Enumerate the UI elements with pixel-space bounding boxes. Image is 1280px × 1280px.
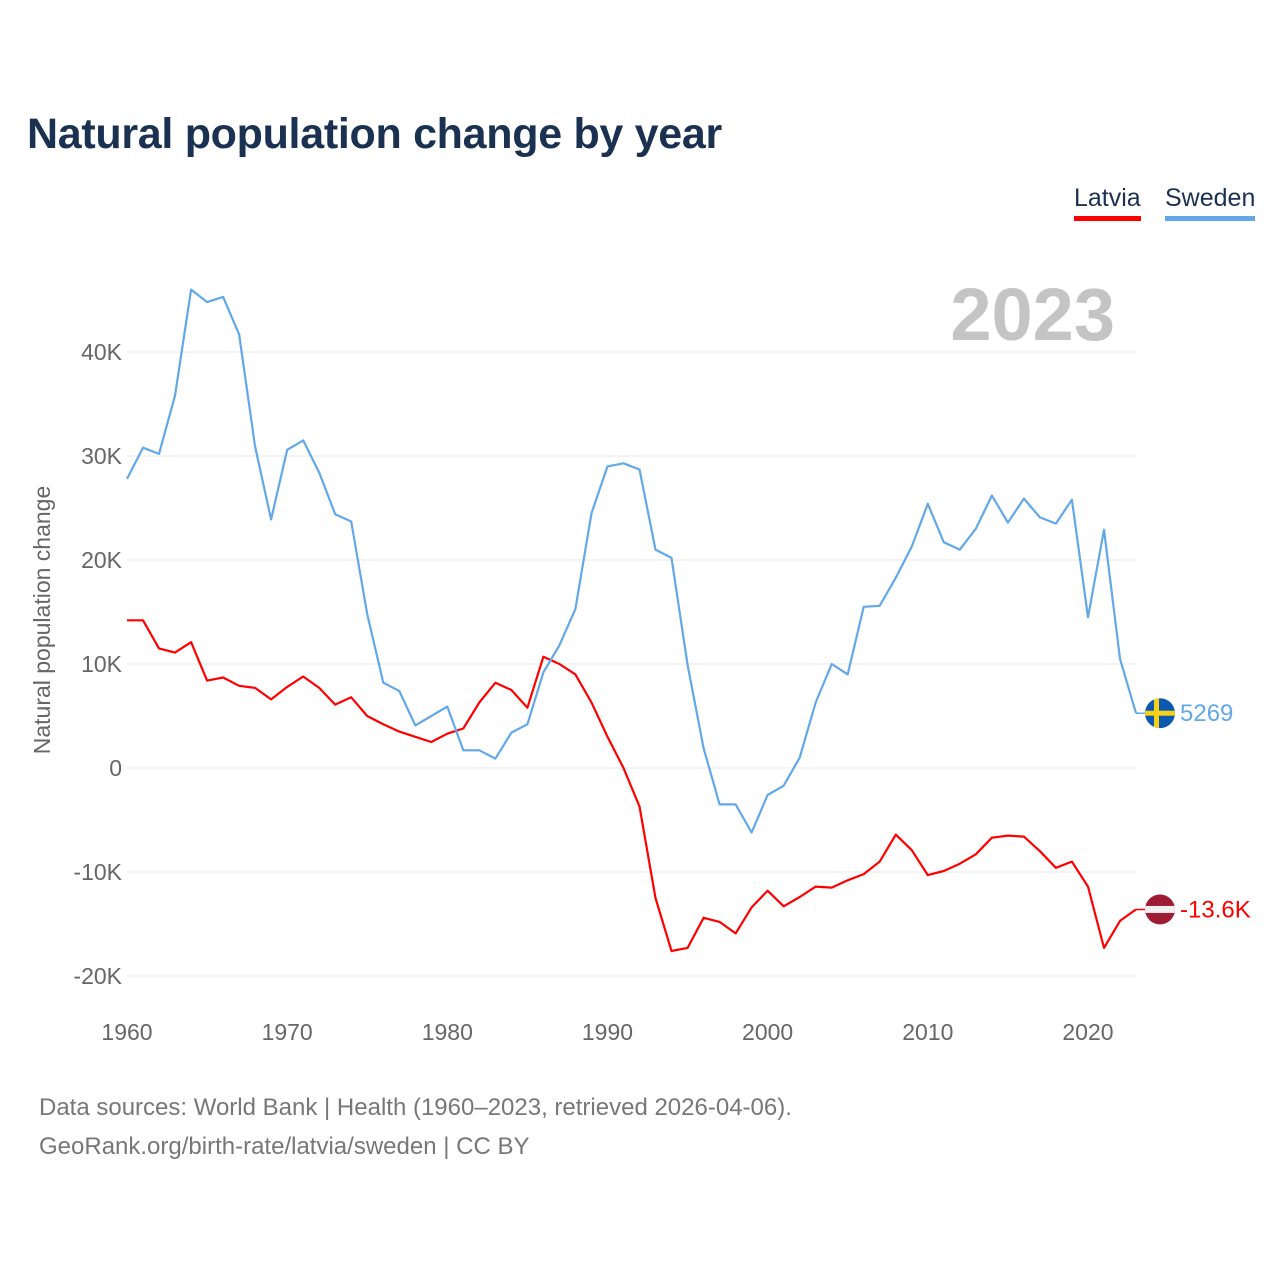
source-line-2[interactable]: GeoRank.org/birth-rate/latvia/sweden | C… xyxy=(39,1133,530,1160)
y-tick-label: 10K xyxy=(81,651,123,677)
flag-body xyxy=(1145,894,1175,925)
x-tick-label: 1980 xyxy=(422,1019,473,1045)
y-tick-label: 30K xyxy=(81,443,123,469)
end-value-label: -13.6K xyxy=(1180,896,1251,923)
y-tick-label: 0 xyxy=(109,755,122,781)
y-tick-label: -10K xyxy=(73,859,122,885)
source-note: Data sources: World Bank | Health (1960–… xyxy=(39,1088,792,1166)
x-tick-label: 2010 xyxy=(902,1019,953,1045)
sweden-flag-icon xyxy=(1145,698,1175,729)
flag-body xyxy=(1145,698,1175,729)
chart-title: Natural population change by year xyxy=(27,110,722,158)
x-tick-label: 1990 xyxy=(582,1019,633,1045)
flag-stripe xyxy=(1145,905,1175,913)
series-line-latvia xyxy=(127,619,1137,953)
current-year-label: 2023 xyxy=(950,273,1115,356)
source-line-1: Data sources: World Bank | Health (1960–… xyxy=(39,1094,792,1121)
flag-cross-v xyxy=(1154,698,1159,729)
y-axis-label: Natural population change xyxy=(29,486,55,755)
y-tick-label: 40K xyxy=(81,339,123,365)
end-value-label: 5269 xyxy=(1180,700,1233,727)
x-tick-label: 1970 xyxy=(262,1019,313,1045)
x-tick-label: 2000 xyxy=(742,1019,793,1045)
legend-latvia[interactable]: Latvia xyxy=(1074,184,1141,221)
legend-sweden[interactable]: Sweden xyxy=(1165,184,1256,221)
x-tick-label: 1960 xyxy=(101,1019,152,1045)
latvia-flag-icon xyxy=(1145,894,1175,925)
y-tick-label: 20K xyxy=(81,547,123,573)
series-line-sweden xyxy=(126,288,1138,834)
x-tick-label: 2020 xyxy=(1062,1019,1113,1045)
flag-cross-h xyxy=(1145,710,1175,716)
y-tick-label: -20K xyxy=(73,963,122,989)
